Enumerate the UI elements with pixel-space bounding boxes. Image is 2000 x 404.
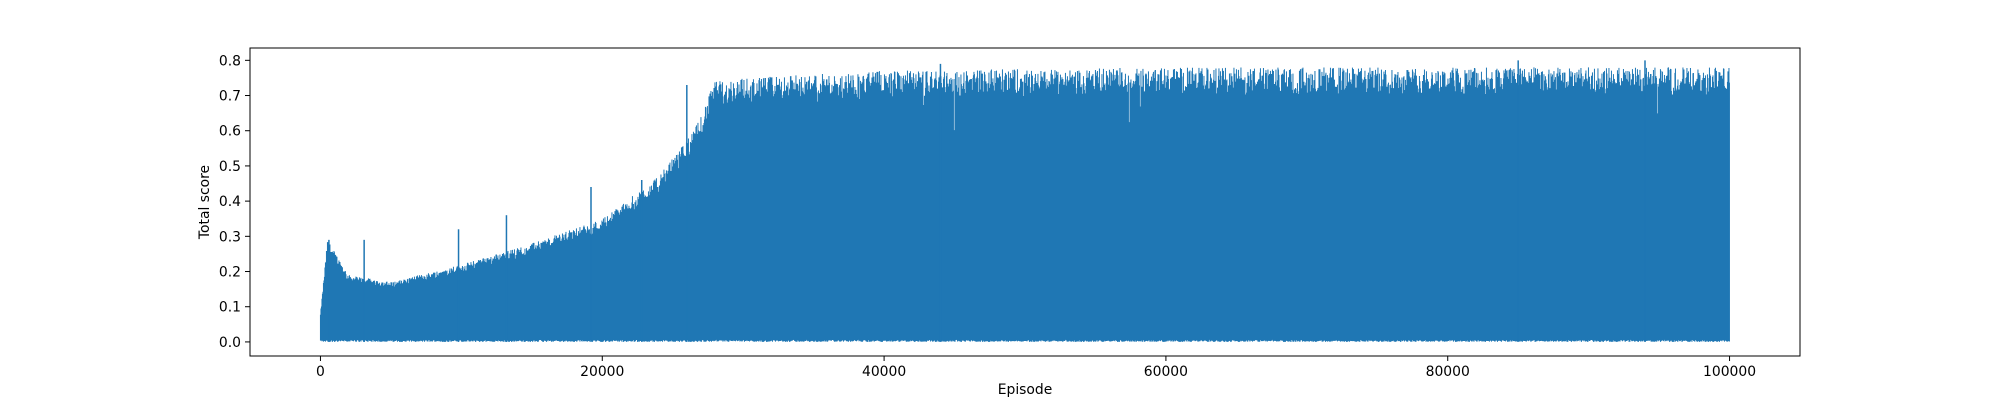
y-tick-label: 0.6 [219, 124, 241, 140]
y-tick-label: 0.1 [219, 300, 241, 316]
y-tick-label: 0.3 [219, 229, 241, 245]
x-tick-label: 40000 [862, 364, 906, 380]
series-line [319, 67, 1730, 342]
y-tick-label: 0.5 [219, 159, 241, 175]
x-axis: 0 20000 40000 60000 80000 100000 [316, 356, 1756, 380]
y-tick-label: 0.0 [219, 335, 241, 351]
y-axis: 0.0 0.1 0.2 0.3 0.4 0.5 0.6 0.7 0.8 [219, 53, 250, 351]
x-tick-label: 20000 [580, 364, 624, 380]
x-tick-label: 60000 [1144, 364, 1188, 380]
y-tick-label: 0.8 [219, 53, 241, 69]
x-tick-label: 0 [316, 364, 325, 380]
y-tick-label: 0.4 [219, 194, 241, 210]
x-axis-label: Episode [998, 382, 1053, 398]
axes-frame [249, 47, 1801, 357]
x-tick-label: 100000 [1703, 364, 1756, 380]
y-tick-label: 0.2 [219, 265, 241, 281]
plot-area [319, 60, 1730, 342]
y-tick-label: 0.7 [219, 89, 241, 105]
x-tick-label: 80000 [1426, 364, 1470, 380]
y-axis-label: Total score [197, 165, 213, 240]
